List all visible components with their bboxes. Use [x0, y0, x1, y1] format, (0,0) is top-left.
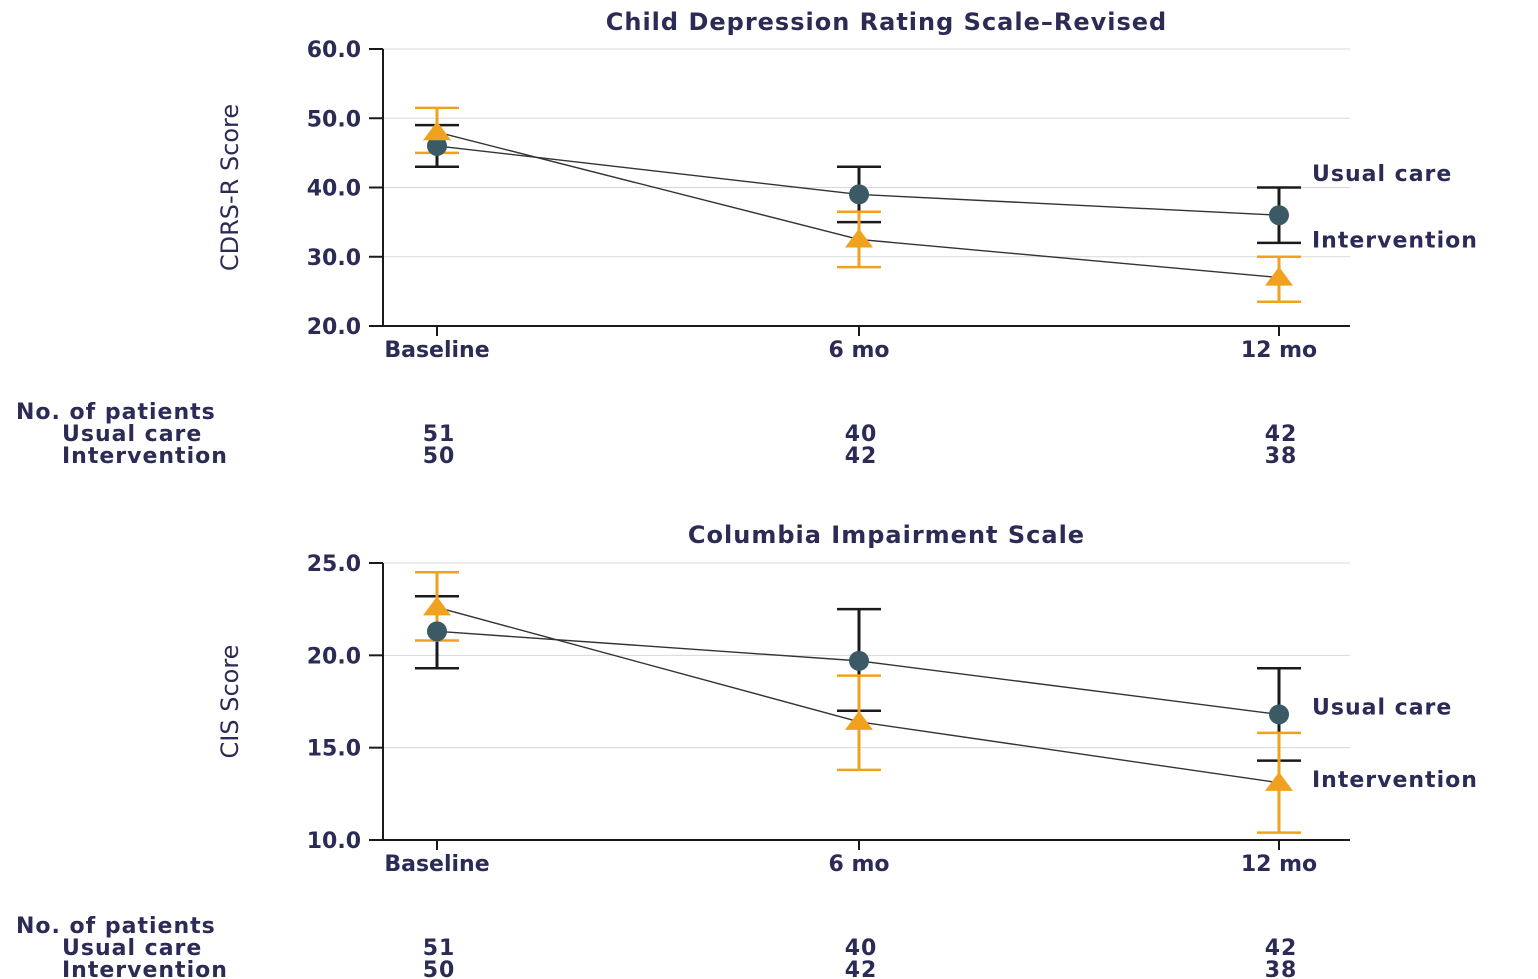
patients-count: 42	[845, 958, 878, 979]
data-point-usual-care	[849, 650, 869, 671]
chart-panel-1: Columbia Impairment Scale 10.0 15.0 20.0 25.…	[16, 521, 1478, 979]
patients-count: 42	[1265, 422, 1298, 447]
series-label-intervention: Intervention	[1312, 229, 1478, 254]
patients-table-header: No. of patients	[16, 400, 216, 425]
y-tick-label: 10.0	[307, 829, 361, 854]
patients-count: 40	[845, 422, 878, 447]
patients-row-label: Usual care	[62, 422, 202, 447]
data-point-usual-care	[427, 621, 447, 642]
x-tick-label: 6 mo	[828, 852, 889, 877]
x-tick-label: Baseline	[384, 852, 489, 877]
data-point-usual-care	[849, 184, 869, 205]
y-axis-label: CIS Score	[216, 645, 244, 759]
y-tick-label: 20.0	[307, 644, 361, 669]
patients-row-label: Usual care	[62, 936, 202, 961]
x-tick-label: 12 mo	[1241, 852, 1317, 877]
patients-count: 40	[845, 936, 878, 961]
patients-table-header: No. of patients	[16, 914, 216, 939]
chart-title: Child Depression Rating Scale–Revised	[606, 8, 1167, 36]
series-label-usual-care: Usual care	[1312, 695, 1452, 720]
y-tick-label: 30.0	[307, 246, 361, 271]
x-tick-label: 12 mo	[1241, 338, 1317, 363]
patients-count: 38	[1265, 958, 1298, 979]
chart-title: Columbia Impairment Scale	[688, 521, 1085, 549]
series-label-usual-care: Usual care	[1312, 162, 1452, 187]
patients-count: 50	[423, 444, 456, 469]
x-tick-label: 6 mo	[828, 338, 889, 363]
patients-count: 50	[423, 958, 456, 979]
data-point-intervention	[423, 121, 451, 141]
y-tick-label: 50.0	[307, 107, 361, 132]
y-tick-label: 25.0	[307, 552, 361, 577]
data-point-usual-care	[1269, 205, 1289, 226]
patients-count: 38	[1265, 444, 1298, 469]
y-tick-label: 15.0	[307, 737, 361, 762]
patients-row-label: Intervention	[62, 444, 228, 469]
y-tick-label: 40.0	[307, 177, 361, 202]
patients-count: 42	[1265, 936, 1298, 961]
patients-count: 51	[423, 422, 456, 447]
data-point-intervention	[1265, 771, 1293, 791]
data-point-intervention	[1265, 266, 1293, 286]
patients-row-label: Intervention	[62, 958, 228, 979]
y-tick-label: 20.0	[307, 315, 361, 340]
patients-count: 51	[423, 936, 456, 961]
data-point-intervention	[845, 228, 873, 248]
data-point-usual-care	[1269, 704, 1289, 725]
chart-panel-0: Child Depression Rating Scale–Revised 20.…	[16, 8, 1478, 469]
y-axis-label: CDRS-R Score	[216, 104, 244, 271]
data-point-usual-care	[427, 135, 447, 156]
data-point-intervention	[845, 711, 873, 730]
series-label-intervention: Intervention	[1312, 768, 1478, 793]
data-point-intervention	[423, 596, 451, 616]
x-tick-label: Baseline	[384, 338, 489, 363]
patients-count: 42	[845, 444, 878, 469]
y-tick-label: 60.0	[307, 38, 361, 63]
